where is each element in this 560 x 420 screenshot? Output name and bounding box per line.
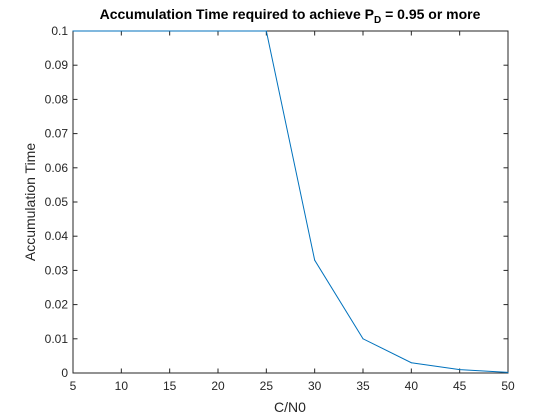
y-axis-label: Accumulation Time [22, 143, 38, 261]
axes-box [72, 30, 509, 374]
data-point [507, 371, 509, 373]
y-tick-label: 0.01 [45, 332, 69, 346]
y-tick-label: 0.03 [45, 263, 69, 277]
data-point [362, 338, 364, 340]
data-point [217, 30, 219, 32]
x-tick-label: 50 [501, 379, 515, 393]
data-point [314, 259, 316, 261]
data-point [265, 30, 267, 32]
x-axis-label: C/N0 [274, 399, 306, 415]
y-tick-label: 0.1 [51, 24, 68, 38]
chart-title-rest: = 0.95 or more [381, 6, 480, 22]
y-tick-label: 0.09 [45, 58, 69, 72]
data-point [459, 369, 461, 371]
series-line [73, 30, 509, 373]
data-point [410, 362, 412, 364]
x-tick-label: 5 [70, 379, 77, 393]
y-tick-label: 0.02 [45, 298, 69, 312]
x-tick-label: 30 [308, 379, 322, 393]
y-tick-label: 0.07 [45, 127, 69, 141]
x-tick-label: 15 [163, 379, 177, 393]
y-tick-label: 0.04 [45, 229, 69, 243]
x-tick-label: 40 [405, 379, 419, 393]
chart-title-subscript: D [374, 15, 381, 26]
series-layer [72, 30, 509, 373]
x-tick-label: 45 [453, 379, 467, 393]
data-point [169, 30, 171, 32]
x-tick-label: 35 [356, 379, 370, 393]
x-tick-label: 25 [260, 379, 274, 393]
chart-title: Accumulation Time required to achieve PD… [100, 6, 481, 26]
plot-area [72, 30, 509, 374]
data-point [72, 30, 74, 32]
x-tick-label: 10 [115, 379, 129, 393]
y-tick-label: 0.05 [45, 195, 69, 209]
data-point [120, 30, 122, 32]
x-axis-ticks: 5 10 15 20 25 30 35 40 45 50 [70, 31, 515, 393]
y-tick-label: 0.06 [45, 161, 69, 175]
chart-title-main: Accumulation Time required to achieve P [100, 6, 374, 22]
y-tick-label: 0.08 [45, 92, 69, 106]
y-tick-label: 0 [61, 366, 68, 380]
x-tick-label: 20 [211, 379, 225, 393]
y-axis-ticks: 0 0.01 0.02 0.03 0.04 0.05 0.06 0.07 0.08 0.09 0.1 [45, 24, 508, 380]
